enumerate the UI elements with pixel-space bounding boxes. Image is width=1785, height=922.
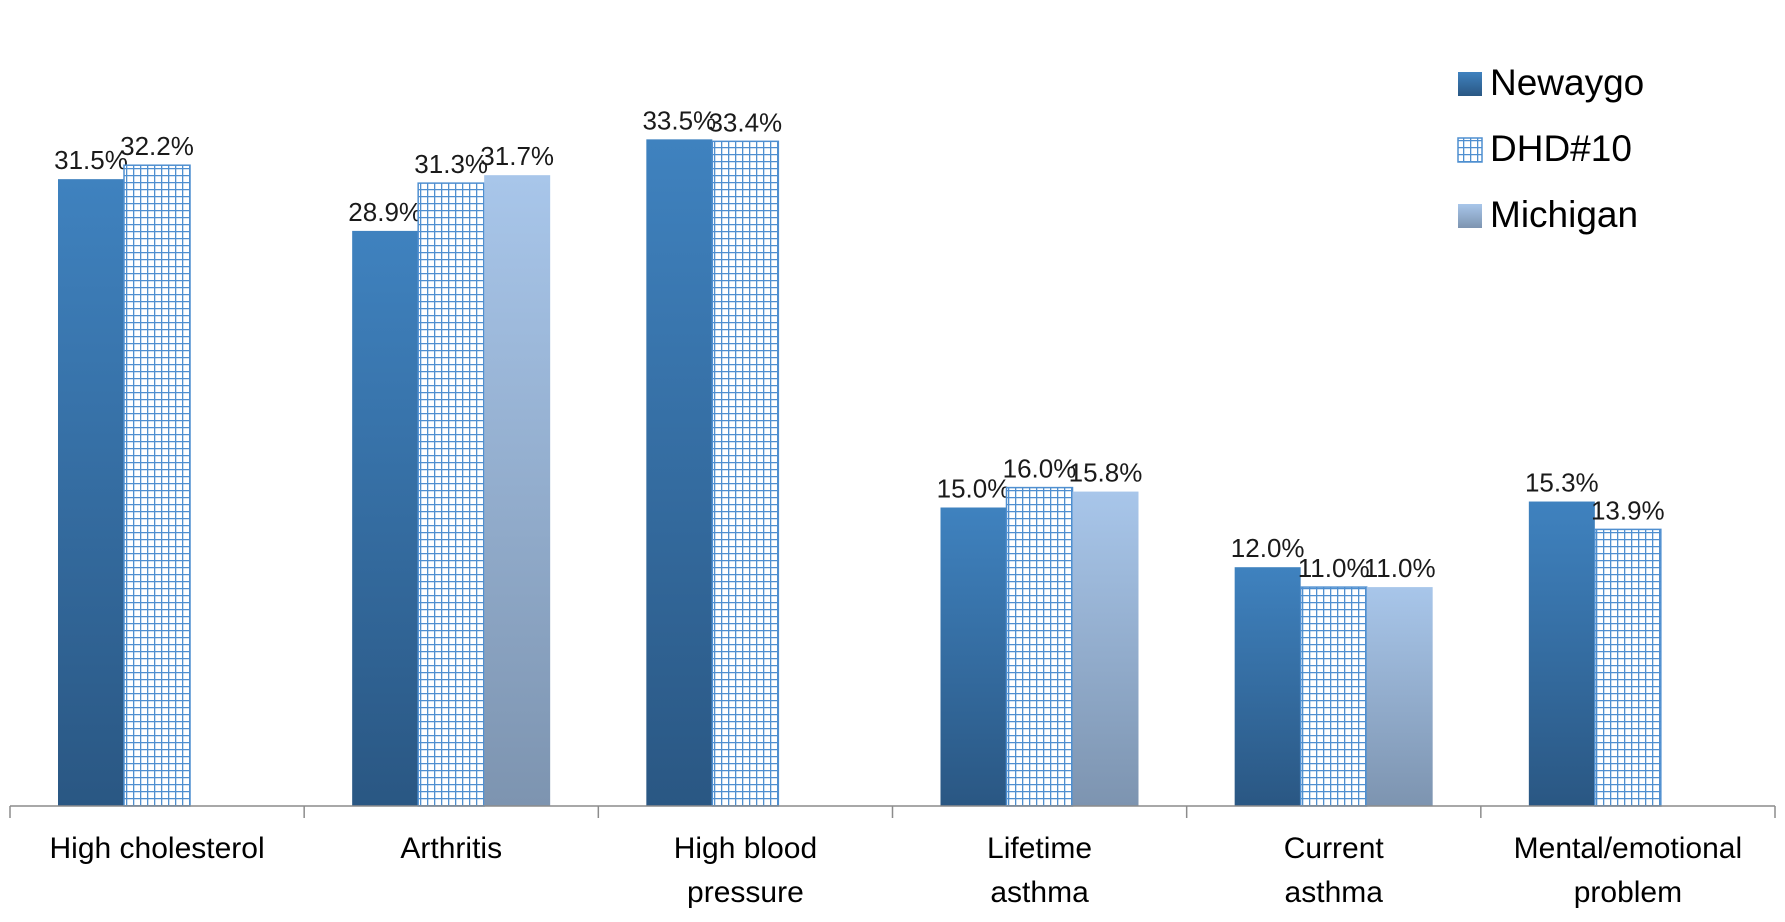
bar-dhd-10-mental-emotional-problem	[1594, 528, 1662, 807]
category-label-current-asthma: Current asthma	[1284, 832, 1385, 909]
data-label-newaygo-lifetime-asthma: 15.0%	[937, 474, 1011, 504]
data-label-dhd-10-high-cholesterol: 32.2%	[120, 131, 194, 161]
bar-newaygo-current-asthma	[1234, 567, 1301, 806]
category-label-high-cholesterol: High cholesterol	[50, 832, 265, 865]
data-label-dhd-10-lifetime-asthma: 16.0%	[1003, 454, 1077, 484]
category-label-lifetime-asthma: Lifetime asthma	[987, 832, 1092, 909]
bar-dhd-10-high-blood-pressure	[711, 140, 780, 807]
legend-swatch-dhd-10	[1457, 137, 1483, 163]
data-label-dhd-10-high-blood-pressure: 33.4%	[708, 107, 782, 137]
data-label-newaygo-arthritis: 28.9%	[348, 197, 422, 227]
data-label-dhd-10-mental-emotional-problem: 13.9%	[1591, 495, 1665, 525]
data-label-newaygo-current-asthma: 12.0%	[1231, 533, 1305, 563]
data-label-michigan-lifetime-asthma: 15.8%	[1069, 458, 1143, 488]
bar-newaygo-arthritis	[352, 230, 419, 806]
bar-newaygo-high-cholesterol	[58, 179, 124, 806]
x-axis: High cholesterol Arthritis High blood press…	[9, 805, 1776, 909]
legend-swatch-newaygo	[1458, 72, 1482, 96]
data-label-dhd-10-current-asthma: 11.0%	[1298, 553, 1370, 583]
data-label-newaygo-high-blood-pressure: 33.5%	[642, 105, 716, 135]
category-label-high-blood-pressure: High blood pressure	[674, 832, 817, 909]
data-label-michigan-current-asthma: 11.0%	[1364, 553, 1436, 583]
plot-area: 31.5%32.2% 28.9% 31.3%31.7% 33.5%33.4% 15.0%…	[54, 105, 1665, 807]
category-label-arthritis: Arthritis	[400, 832, 502, 865]
legend-label-michigan: Michigan	[1490, 194, 1638, 235]
data-label-newaygo-mental-emotional-problem: 15.3%	[1525, 468, 1599, 498]
bar-michigan-lifetime-asthma	[1072, 491, 1139, 806]
bar-dhd-10-current-asthma	[1299, 586, 1368, 807]
bar-dhd-10-lifetime-asthma	[1005, 486, 1074, 807]
legend-swatch-michigan	[1458, 204, 1482, 228]
bar-dhd-10-arthritis	[417, 182, 485, 807]
category-label-mental-emotional-problem: Mental/emotional problem	[1514, 832, 1742, 909]
legend: Newaygo DHD#10 Michigan	[1457, 62, 1644, 235]
data-label-dhd-10-arthritis: 31.3%	[414, 149, 488, 179]
bar-michigan-current-asthma	[1366, 587, 1433, 806]
data-label-michigan-arthritis: 31.7%	[480, 141, 554, 171]
data-label-newaygo-high-cholesterol: 31.5%	[54, 145, 128, 175]
bar-michigan-arthritis	[484, 175, 551, 807]
bar-dhd-10-high-cholesterol	[123, 164, 191, 807]
legend-label-dhd-10: DHD#10	[1490, 128, 1632, 169]
bar-newaygo-lifetime-asthma	[940, 507, 1007, 806]
legend-label-newaygo: Newaygo	[1490, 62, 1644, 103]
bar-newaygo-high-blood-pressure	[646, 139, 713, 807]
bar-newaygo-mental-emotional-problem	[1528, 501, 1595, 806]
